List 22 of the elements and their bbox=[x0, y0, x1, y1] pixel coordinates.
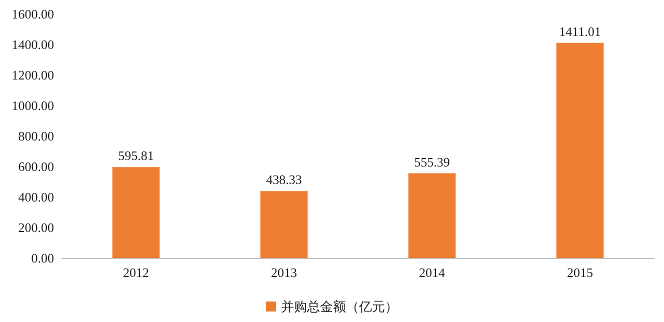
y-tick-label: 800.00 bbox=[18, 128, 54, 144]
y-tick-label: 1400.00 bbox=[12, 37, 54, 52]
bar bbox=[408, 173, 456, 258]
bar bbox=[260, 191, 308, 258]
data-label: 1411.01 bbox=[559, 24, 601, 39]
x-tick-label: 2015 bbox=[567, 265, 593, 280]
y-tick-label: 200.00 bbox=[18, 220, 54, 235]
data-label: 438.33 bbox=[266, 172, 302, 188]
legend-label: 并购总金额（亿元） bbox=[281, 299, 398, 314]
x-tick-label: 2013 bbox=[271, 265, 297, 280]
x-tick-label: 2014 bbox=[419, 265, 446, 280]
y-tick-label: 400.00 bbox=[18, 190, 54, 204]
data-label: 595.81 bbox=[118, 148, 154, 164]
y-tick-label: 0.00 bbox=[31, 250, 54, 266]
x-tick-label: 2012 bbox=[123, 265, 149, 280]
y-tick-label: 600.00 bbox=[18, 159, 54, 174]
bar bbox=[556, 42, 604, 258]
bar bbox=[112, 167, 160, 258]
y-tick-label: 1600.00 bbox=[12, 6, 54, 22]
y-tick-label: 1200.00 bbox=[12, 68, 54, 82]
y-tick-label: 1000.00 bbox=[12, 98, 54, 113]
data-label: 555.39 bbox=[414, 154, 450, 170]
